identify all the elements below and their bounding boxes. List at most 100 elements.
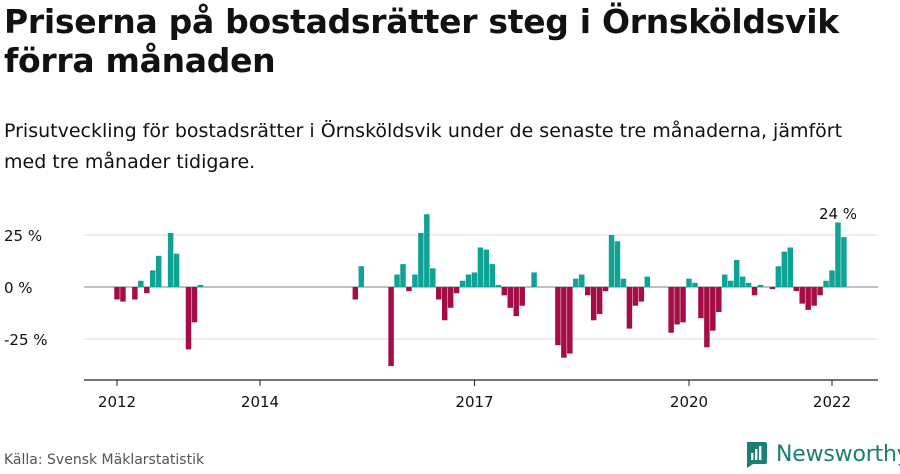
bar bbox=[602, 287, 609, 292]
brand-name: Newsworthy bbox=[776, 441, 900, 467]
bar bbox=[167, 232, 174, 287]
bar bbox=[841, 237, 847, 287]
bar bbox=[614, 241, 621, 287]
bar bbox=[799, 287, 805, 304]
x-tick-label: 2022 bbox=[813, 393, 851, 411]
bar bbox=[584, 287, 591, 296]
bar bbox=[459, 280, 466, 287]
bar bbox=[573, 278, 579, 287]
bar bbox=[555, 287, 561, 346]
bar bbox=[418, 232, 424, 287]
bar bbox=[733, 259, 740, 287]
bar bbox=[835, 222, 841, 287]
bar bbox=[471, 272, 478, 287]
bar bbox=[757, 284, 764, 287]
bar bbox=[739, 276, 746, 287]
bar bbox=[197, 284, 204, 287]
bar bbox=[596, 287, 603, 315]
bar bbox=[632, 287, 639, 306]
bar bbox=[638, 287, 645, 302]
bar bbox=[787, 247, 794, 287]
bar bbox=[144, 287, 150, 294]
bar bbox=[120, 287, 126, 302]
bar bbox=[394, 274, 400, 287]
bar bbox=[727, 280, 734, 287]
y-tick-label: 0 % bbox=[4, 279, 33, 297]
bar bbox=[519, 287, 525, 306]
bar bbox=[138, 280, 144, 287]
bar bbox=[745, 282, 752, 287]
bar bbox=[805, 287, 811, 310]
bar bbox=[489, 264, 496, 287]
bar bbox=[155, 255, 162, 287]
bar bbox=[483, 249, 490, 287]
bar bbox=[185, 287, 192, 350]
bar bbox=[447, 287, 454, 308]
bar bbox=[674, 287, 680, 325]
newsworthy-logo-icon bbox=[747, 442, 767, 468]
annotation-label: 24 % bbox=[819, 205, 857, 223]
bar bbox=[352, 287, 359, 300]
bar bbox=[173, 253, 180, 287]
bar bbox=[114, 287, 120, 300]
bar bbox=[579, 274, 585, 287]
bar bbox=[698, 287, 704, 319]
bar bbox=[590, 287, 597, 321]
x-tick-label: 2020 bbox=[670, 393, 708, 411]
bar bbox=[817, 287, 823, 296]
chart-title: Priserna på bostadsrätter steg i Örnsköl… bbox=[4, 2, 839, 80]
x-tick-label: 2017 bbox=[455, 393, 493, 411]
source-note: Källa: Svensk Mäklarstatistik bbox=[4, 452, 205, 468]
bar bbox=[388, 287, 394, 367]
bar bbox=[751, 287, 758, 296]
bar bbox=[722, 274, 728, 287]
bar bbox=[710, 287, 716, 331]
axis-layer: 25 % 0 % -25 % 2012 2014 2017 2020 2022 bbox=[4, 227, 878, 411]
bar bbox=[441, 287, 448, 321]
bar bbox=[608, 235, 615, 287]
bar bbox=[495, 284, 502, 287]
y-tick-label: -25 % bbox=[4, 331, 48, 349]
bar bbox=[358, 266, 365, 287]
bar bbox=[644, 276, 651, 287]
bar bbox=[465, 274, 472, 287]
bar bbox=[424, 214, 430, 287]
chart-subtitle: Prisutveckling för bostadsrätter i Örnsk… bbox=[4, 120, 843, 173]
bar bbox=[716, 287, 722, 312]
bar bbox=[400, 264, 406, 287]
bar bbox=[436, 287, 442, 300]
bar bbox=[620, 278, 627, 287]
bar bbox=[453, 287, 460, 294]
bar bbox=[412, 274, 418, 287]
bar bbox=[704, 287, 710, 348]
bar bbox=[531, 272, 537, 287]
bar bbox=[775, 266, 782, 287]
bar bbox=[406, 287, 412, 292]
bar bbox=[793, 287, 799, 292]
bar bbox=[686, 278, 692, 287]
bar bbox=[692, 282, 698, 287]
x-tick-label: 2012 bbox=[98, 393, 136, 411]
bar-layer bbox=[114, 214, 847, 367]
bar bbox=[430, 268, 436, 287]
bar bbox=[567, 287, 573, 354]
y-tick-label: 25 % bbox=[4, 227, 42, 245]
bar bbox=[507, 287, 513, 308]
bar bbox=[513, 287, 519, 317]
brand-logo: Newsworthy bbox=[744, 440, 900, 468]
bar bbox=[561, 287, 567, 358]
bar-chart: 25 % 0 % -25 % 2012 2014 2017 2020 2022 24 % bbox=[4, 205, 878, 411]
bar bbox=[150, 270, 156, 287]
x-tick-label: 2014 bbox=[241, 393, 279, 411]
bar bbox=[132, 287, 138, 300]
bar bbox=[823, 280, 829, 287]
bar bbox=[668, 287, 674, 333]
bar bbox=[680, 287, 686, 323]
bar bbox=[811, 287, 817, 306]
bar bbox=[191, 287, 198, 323]
bar bbox=[829, 270, 835, 287]
bar bbox=[626, 287, 633, 329]
bar bbox=[781, 251, 788, 287]
bar bbox=[501, 287, 508, 296]
bar bbox=[769, 287, 776, 290]
